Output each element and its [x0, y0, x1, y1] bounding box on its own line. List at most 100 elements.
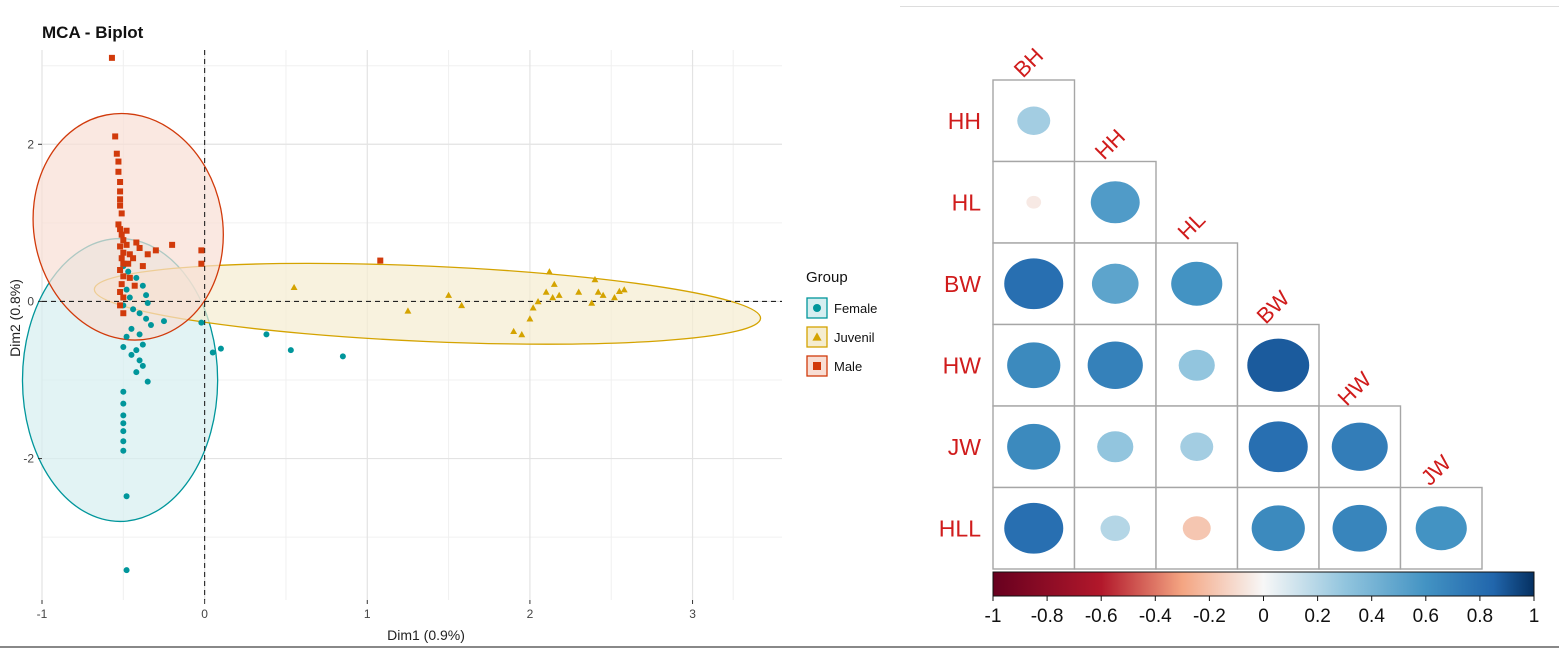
- legend-marker-male: [813, 362, 821, 370]
- data-point: [123, 333, 130, 340]
- bottom-border: [0, 646, 1559, 648]
- correlogram-panel: HH HL BW HW JW HLL BH HH HL BW HW JW -1 -0.8 -0.6 -0.4-…: [900, 0, 1559, 652]
- data-point: [133, 239, 140, 246]
- data-point: [131, 282, 138, 289]
- y-tick-label: 2: [27, 137, 34, 151]
- data-point: [139, 362, 146, 369]
- x-axis-label: Dim1 (0.9%): [387, 627, 465, 643]
- correlation-circle: [1251, 505, 1305, 552]
- data-point: [123, 493, 130, 500]
- data-point: [117, 267, 124, 273]
- data-point: [117, 196, 124, 203]
- y-tick-label: 0: [27, 294, 34, 308]
- data-point: [591, 275, 599, 283]
- colorbar-tick-label: 0.2: [1304, 606, 1330, 627]
- data-point: [126, 294, 133, 301]
- data-point: [128, 351, 135, 358]
- correlation-circle: [1415, 506, 1467, 551]
- colorbar: [992, 571, 1535, 597]
- data-point: [113, 150, 120, 157]
- row-label: HLL: [939, 515, 981, 541]
- data-point: [130, 255, 137, 262]
- data-point: [120, 388, 127, 395]
- data-point: [545, 268, 553, 275]
- data-point: [169, 241, 176, 248]
- data-point: [458, 301, 466, 309]
- legend-marker-juvenil: [812, 332, 822, 341]
- data-point: [117, 243, 124, 250]
- data-point: [510, 327, 518, 335]
- data-point: [123, 286, 130, 293]
- data-point: [117, 202, 124, 209]
- data-point: [120, 294, 127, 301]
- data-point: [136, 245, 143, 251]
- data-point: [198, 247, 205, 254]
- series-male: [108, 54, 384, 317]
- data-point: [120, 237, 127, 244]
- data-point: [117, 226, 124, 233]
- data-point: [339, 353, 346, 360]
- data-point: [139, 263, 146, 270]
- correlation-circle: [1007, 342, 1061, 389]
- data-point: [555, 291, 563, 298]
- data-point: [118, 231, 125, 238]
- correlation-circle: [1180, 432, 1214, 461]
- data-point: [120, 249, 127, 256]
- data-point: [117, 289, 124, 295]
- correlation-circle: [1007, 423, 1061, 470]
- data-point: [123, 227, 130, 234]
- data-point: [112, 133, 119, 140]
- colorbar-tick-label: -0.8: [1031, 606, 1064, 627]
- colorbar-tick-label: 1: [1529, 606, 1540, 627]
- data-point: [594, 288, 602, 295]
- correlation-circle: [1178, 349, 1215, 381]
- correlation-circle: [1171, 261, 1223, 306]
- correlation-circle: [1182, 516, 1211, 541]
- data-point: [615, 287, 623, 294]
- data-point: [263, 331, 270, 338]
- data-point: [108, 54, 115, 61]
- data-point: [120, 344, 127, 350]
- mca-biplot-chart: MCA - Biplot Dim1 (0.9%) Dim2 (0.8%) Gro…: [7, 23, 877, 643]
- column-label: HL: [1173, 207, 1211, 245]
- data-point: [139, 341, 146, 348]
- data-point: [198, 260, 205, 267]
- column-label: BH: [1009, 43, 1048, 82]
- row-label: HW: [943, 352, 982, 378]
- colorbar-tick-label: -0.6: [1085, 606, 1118, 627]
- correlation-circle: [1004, 502, 1064, 554]
- confidence-ellipses: [21, 112, 762, 523]
- data-point: [118, 281, 125, 288]
- data-point: [160, 318, 167, 325]
- data-point: [445, 291, 453, 298]
- legend-label-juvenil: Juvenil: [834, 330, 875, 345]
- x-tick-label: 0: [201, 607, 208, 621]
- data-point: [115, 221, 122, 228]
- data-point: [120, 428, 127, 435]
- correlation-circle: [1004, 258, 1064, 310]
- data-point: [133, 274, 140, 281]
- data-point: [117, 188, 124, 195]
- top-divider: [900, 6, 1559, 7]
- data-point: [611, 294, 618, 301]
- data-point: [518, 330, 526, 338]
- data-point: [147, 322, 154, 328]
- data-point: [217, 345, 224, 352]
- data-point: [118, 210, 125, 217]
- data-point: [120, 260, 127, 267]
- correlation-circle: [1248, 421, 1308, 473]
- colorbar-tick-label: -0.4: [1139, 606, 1172, 627]
- data-point: [534, 297, 542, 305]
- data-point: [120, 438, 127, 445]
- legend-title: Group: [806, 269, 848, 286]
- data-point: [115, 158, 122, 165]
- correlation-circle: [1331, 422, 1388, 471]
- data-point: [136, 357, 143, 364]
- colorbar-tick-label: 0.8: [1467, 606, 1493, 627]
- data-point: [120, 412, 127, 419]
- data-point: [526, 315, 534, 322]
- correlation-circle: [1332, 504, 1387, 552]
- data-point: [133, 347, 140, 354]
- data-point: [287, 347, 294, 354]
- ellipse-male: [32, 112, 224, 341]
